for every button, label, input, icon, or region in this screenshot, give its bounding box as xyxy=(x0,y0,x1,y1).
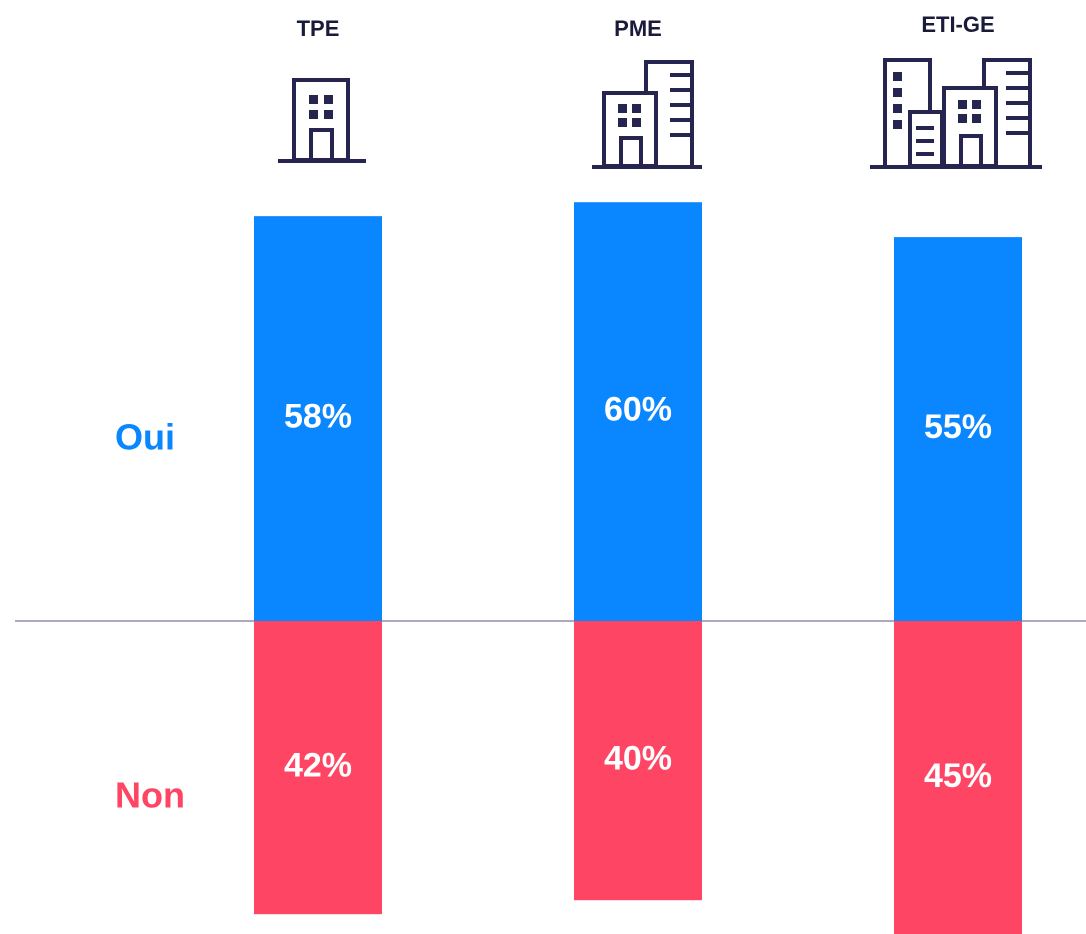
series-label: Oui xyxy=(115,417,175,458)
value-label: 55% xyxy=(924,408,992,446)
bar xyxy=(574,621,702,901)
value-label: 58% xyxy=(284,398,352,436)
bar xyxy=(254,216,382,621)
bar xyxy=(894,237,1022,621)
value-label: 45% xyxy=(924,757,992,795)
bar xyxy=(894,621,1022,934)
bar xyxy=(254,621,382,915)
value-label: 42% xyxy=(284,747,352,785)
icon-tpe xyxy=(278,78,366,163)
series-label: Non xyxy=(115,775,185,816)
category-label: PME xyxy=(614,16,662,41)
category-label: TPE xyxy=(297,16,340,41)
bar xyxy=(574,202,702,621)
value-label: 60% xyxy=(604,391,672,429)
category-label: ETI-GE xyxy=(921,12,994,37)
icon-pme xyxy=(592,60,702,169)
value-label: 40% xyxy=(604,740,672,778)
icon-eti-ge xyxy=(870,58,1042,169)
